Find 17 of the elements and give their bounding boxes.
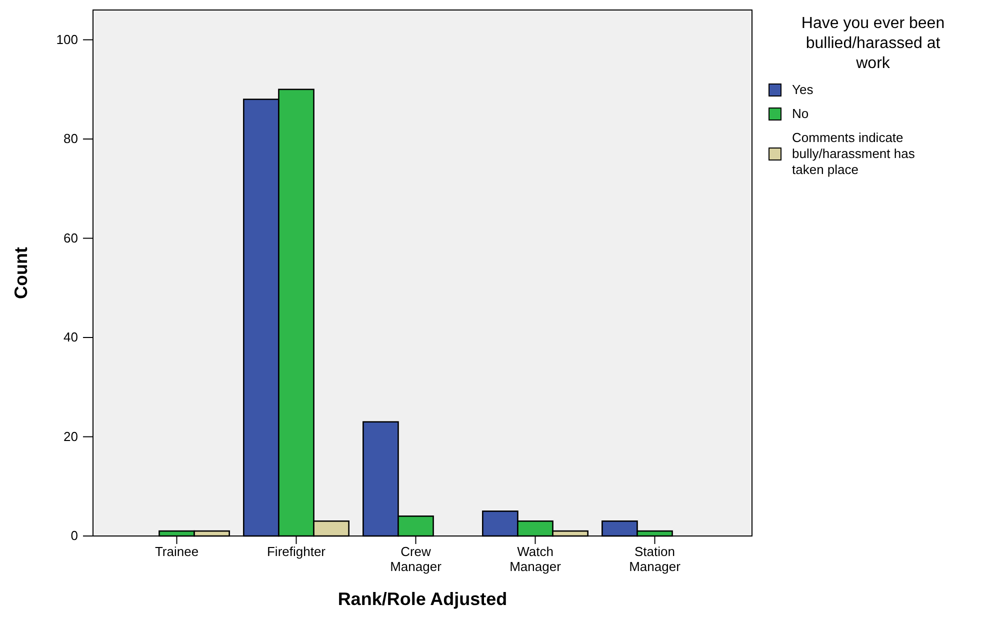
x-axis-title: Rank/Role Adjusted	[338, 589, 508, 609]
legend-title: Have you ever been bullied/harassed at work	[801, 15, 945, 72]
y-tick-label: 100	[56, 32, 78, 47]
x-tick-label: Firefighter	[266, 544, 326, 560]
y-tick-label: 80	[64, 131, 78, 146]
x-tick-label: Crew Manager	[390, 544, 442, 574]
legend-label: Yes	[792, 82, 814, 97]
y-tick-label: 60	[64, 230, 78, 246]
legend-label: Comments indicate bully/harassment has taken place	[792, 130, 916, 177]
y-tick-label: 0	[70, 528, 78, 544]
x-tick-label: Watch Manager	[510, 544, 562, 574]
y-tick-label: 40	[64, 330, 78, 345]
legend-label: No	[792, 106, 809, 121]
y-tick-label: 20	[64, 428, 78, 444]
y-axis-title: Count	[11, 247, 31, 299]
x-tick-label: Trainee	[154, 544, 199, 560]
x-tick-label: Station Manager	[629, 544, 682, 574]
